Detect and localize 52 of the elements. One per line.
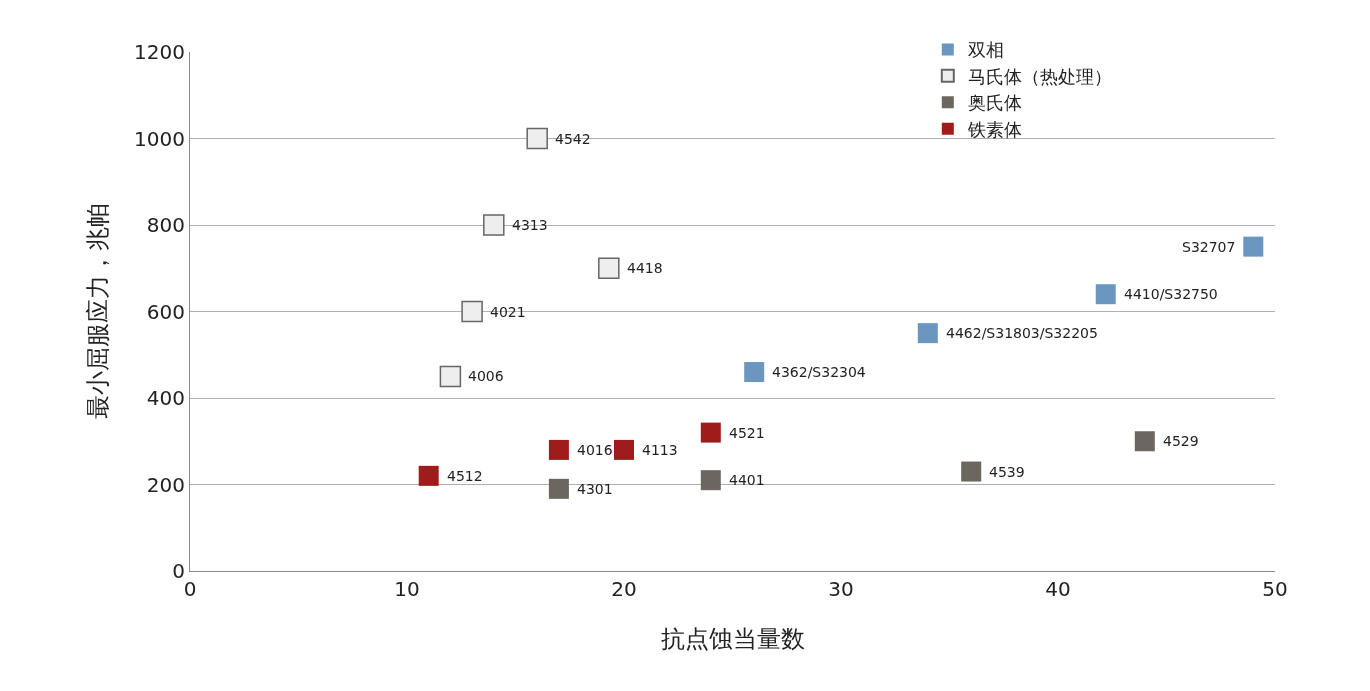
point — [1134, 431, 1155, 452]
annotation: 4313 — [512, 217, 548, 233]
point — [439, 365, 462, 388]
y-tick-label: 0 — [172, 559, 185, 583]
annotation: 4113 — [642, 442, 678, 458]
x-tick-label: 50 — [1262, 577, 1288, 601]
annotation: 4401 — [729, 472, 765, 488]
point — [1095, 284, 1116, 305]
annotation: 4016 — [577, 442, 613, 458]
y-tick-label: 400 — [146, 386, 185, 410]
point — [598, 257, 620, 279]
x-axis-title: 抗点蚀当量数 — [660, 625, 805, 654]
annotation: 4021 — [490, 304, 526, 320]
point — [418, 465, 439, 486]
annotation: S32707 — [1182, 239, 1236, 255]
annotation: 4529 — [1163, 433, 1199, 449]
annotation: 4410/S32750 — [1124, 286, 1218, 302]
annotation: 4362/S32304 — [772, 364, 866, 380]
y-tick-label: 800 — [146, 213, 185, 237]
point — [548, 478, 569, 499]
point — [461, 300, 483, 323]
annotation: 4521 — [729, 425, 765, 441]
point — [961, 461, 982, 482]
point — [548, 439, 569, 460]
annotation: 4462/S31803/S32205 — [946, 325, 1098, 341]
annotation: 4542 — [555, 131, 591, 147]
y-tick-label: 200 — [146, 472, 185, 497]
point — [1243, 236, 1264, 257]
point — [526, 127, 548, 150]
y-tick-label: 600 — [146, 299, 185, 324]
point — [483, 214, 505, 236]
annotation: 4512 — [447, 468, 483, 484]
y-tick-label: 1000 — [134, 126, 185, 151]
point — [744, 362, 765, 383]
legend-label: 双相 — [967, 39, 1004, 61]
y-axis-title: 最小屈服应力，兆帕 — [84, 203, 113, 420]
point — [917, 323, 938, 344]
x-tick-label: 30 — [828, 577, 854, 601]
legend-label: 奥氏体 — [967, 92, 1022, 114]
x-tick-label: 20 — [611, 577, 637, 601]
annotation: 4539 — [989, 464, 1025, 480]
x-tick-label: 10 — [394, 577, 420, 601]
point — [700, 422, 721, 443]
legend-label: 马氏体（热处理） — [967, 65, 1112, 87]
y-tick-label: 1200 — [134, 40, 185, 64]
legend-label: 铁素体 — [966, 118, 1022, 140]
x-tick-label: 40 — [1045, 577, 1071, 601]
annotation: 4301 — [577, 481, 613, 497]
annotation: 4006 — [468, 368, 504, 384]
annotation: 4418 — [627, 260, 663, 276]
point — [614, 439, 634, 460]
point — [700, 470, 721, 491]
